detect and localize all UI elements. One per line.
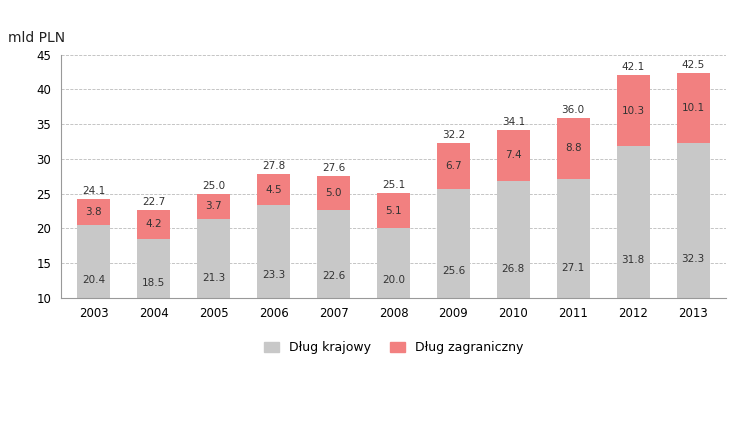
Bar (197, 194, 230, 219)
Bar (496, 181, 530, 298)
Bar (617, 146, 650, 298)
Text: 31.8: 31.8 (622, 255, 645, 265)
Bar (437, 143, 470, 190)
Text: 23.3: 23.3 (262, 269, 285, 280)
Text: 8.8: 8.8 (565, 143, 582, 154)
Bar (677, 73, 710, 143)
Text: mld PLN: mld PLN (7, 31, 65, 45)
Text: 7.4: 7.4 (505, 150, 522, 160)
Bar (317, 176, 350, 210)
Text: 26.8: 26.8 (502, 264, 525, 274)
Bar (197, 219, 230, 298)
Text: 10.1: 10.1 (682, 103, 705, 113)
Text: 22.7: 22.7 (142, 197, 165, 207)
Text: 27.8: 27.8 (262, 161, 285, 171)
Bar (137, 209, 170, 239)
Text: 36.0: 36.0 (562, 105, 585, 115)
Text: 42.1: 42.1 (622, 62, 645, 72)
Bar (556, 179, 590, 298)
Text: 4.5: 4.5 (265, 185, 282, 195)
Bar (257, 174, 290, 205)
Text: 32.2: 32.2 (442, 130, 465, 140)
Text: 42.5: 42.5 (682, 60, 705, 70)
Text: 18.5: 18.5 (142, 278, 165, 288)
Bar (496, 130, 530, 181)
Bar (617, 75, 650, 146)
Text: 32.3: 32.3 (682, 254, 705, 264)
Bar (437, 190, 470, 298)
Legend: Dług krajowy, Dług zagraniczny: Dług krajowy, Dług zagraniczny (259, 336, 528, 360)
Text: 10.3: 10.3 (622, 106, 645, 115)
Text: 25.6: 25.6 (442, 266, 465, 276)
Text: 27.6: 27.6 (322, 163, 345, 173)
Bar (77, 199, 110, 225)
Bar (77, 225, 110, 298)
Bar (377, 193, 410, 228)
Text: 25.1: 25.1 (382, 180, 405, 190)
Text: 20.0: 20.0 (382, 275, 405, 286)
Text: 5.1: 5.1 (385, 206, 402, 216)
Text: 34.1: 34.1 (502, 117, 525, 127)
Bar (677, 143, 710, 298)
Text: 3.7: 3.7 (205, 201, 222, 212)
Text: 21.3: 21.3 (202, 273, 225, 283)
Text: 25.0: 25.0 (202, 181, 225, 191)
Bar (317, 210, 350, 298)
Bar (556, 118, 590, 179)
Text: 20.4: 20.4 (82, 275, 105, 285)
Bar (377, 228, 410, 298)
Text: 6.7: 6.7 (445, 161, 462, 171)
Text: 24.1: 24.1 (82, 186, 105, 196)
Text: 3.8: 3.8 (85, 207, 102, 217)
Text: 4.2: 4.2 (145, 219, 162, 229)
Text: 5.0: 5.0 (325, 188, 342, 198)
Bar (137, 239, 170, 298)
Bar (257, 205, 290, 298)
Text: 27.1: 27.1 (562, 263, 585, 273)
Text: 22.6: 22.6 (322, 271, 345, 281)
